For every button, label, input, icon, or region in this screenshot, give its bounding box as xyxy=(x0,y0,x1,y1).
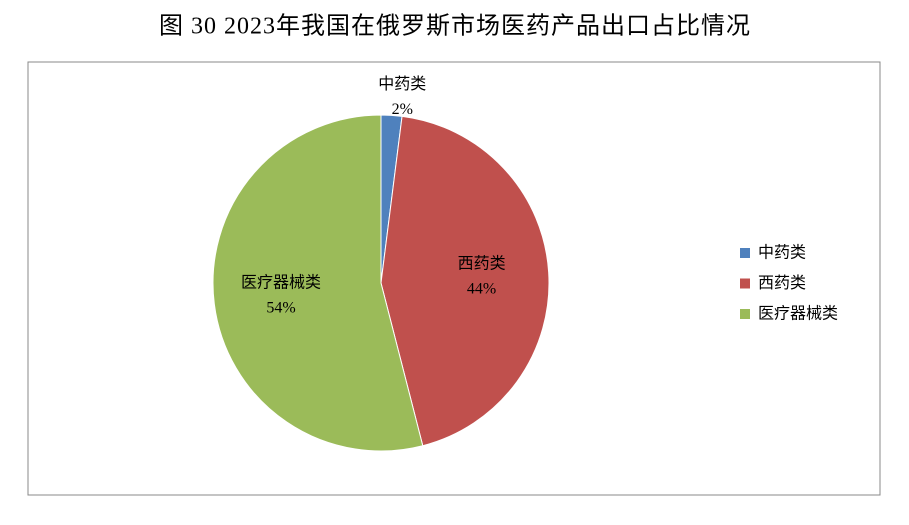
slice-value: 2% xyxy=(392,101,413,118)
slice-label: 医疗器械类 xyxy=(241,273,321,291)
chart-title: 图 30 2023年我国在俄罗斯市场医药产品出口占比情况 xyxy=(159,13,751,40)
legend-label: 医疗器械类 xyxy=(758,304,838,323)
legend-swatch xyxy=(740,309,750,319)
slice-label: 中药类 xyxy=(378,75,426,93)
plot-frame xyxy=(27,61,881,496)
legend-swatch xyxy=(740,278,750,289)
legend-label: 西药类 xyxy=(758,273,806,292)
pie-slice xyxy=(380,115,550,447)
slice-value: 44% xyxy=(467,280,496,297)
pie-slice xyxy=(212,114,424,452)
slice-label: 西药类 xyxy=(458,254,506,272)
slice-value: 54% xyxy=(266,299,295,316)
legend-swatch xyxy=(740,248,750,258)
legend-label: 中药类 xyxy=(758,243,806,262)
